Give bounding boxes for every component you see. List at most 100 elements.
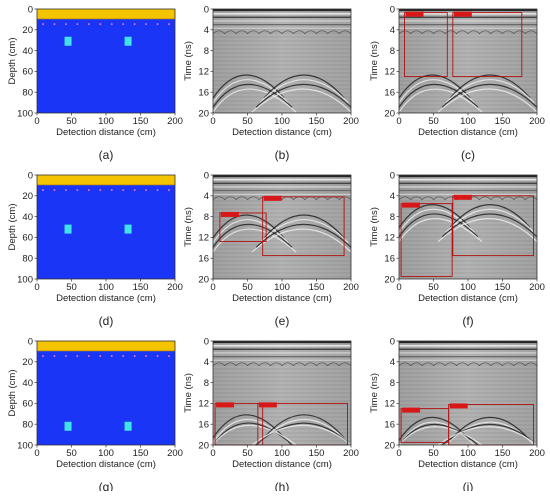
- target-block: [124, 36, 132, 46]
- rebar-dot: [53, 189, 56, 191]
- x-tick-label: 50: [242, 116, 253, 127]
- rebar-dot: [110, 355, 113, 357]
- rebar-dot: [76, 189, 79, 191]
- rebar-reflection: [513, 196, 526, 201]
- x-tick-label: 0: [210, 448, 215, 459]
- detection-box: [452, 12, 523, 78]
- y-axis-label: Time (ns): [369, 41, 380, 81]
- rebar-dot: [133, 189, 136, 191]
- y-tick-label: 40: [22, 46, 33, 57]
- y-tick-label: 20: [22, 357, 33, 368]
- y-tick-label: 4: [204, 357, 209, 368]
- y-tick-label: 0: [390, 170, 395, 181]
- y-tick-label: 100: [17, 440, 33, 451]
- rebar-reflection: [258, 362, 272, 367]
- soil-region: [37, 9, 175, 113]
- panel-radargram-2-b: 0 50 100 150 200 0 4 8 12 16 20 Detection distance …: [369, 336, 545, 470]
- rebar-reflection: [304, 30, 317, 35]
- rebar-dot: [145, 23, 147, 25]
- x-tick-label: 50: [66, 116, 77, 127]
- target-hyperbola: [259, 79, 349, 104]
- x-tick-label: 50: [242, 448, 253, 459]
- y-tick-label: 4: [390, 357, 395, 368]
- y-tick-label: 12: [198, 67, 209, 78]
- x-tick-label: 0: [396, 116, 401, 127]
- y-tick-label: 20: [22, 25, 33, 36]
- rebar-reflection: [478, 196, 492, 201]
- rebar-reflection: [524, 196, 538, 201]
- rebar-reflection: [212, 196, 226, 201]
- rebar-reflection: [444, 362, 458, 367]
- x-tick-label: 200: [167, 448, 183, 459]
- x-tick-label: 50: [428, 448, 439, 459]
- x-tick-label: 150: [133, 448, 149, 459]
- target-hyperbola: [212, 88, 297, 113]
- rebar-dot: [110, 23, 113, 25]
- y-tick-label: 0: [204, 4, 209, 15]
- x-axis-label: Detection distance (cm): [56, 459, 156, 470]
- rebar-dot: [156, 355, 159, 357]
- air-layer: [37, 9, 175, 19]
- y-tick-label: 0: [28, 4, 33, 15]
- x-tick-label: 150: [133, 116, 149, 127]
- rebar-reflection: [398, 30, 412, 35]
- x-tick-label: 50: [66, 448, 77, 459]
- panel-radargram-2-a: 0 50 100 150 200 0 4 8 12 16 20 Detection distance …: [183, 336, 359, 470]
- x-axis-label: Detection distance (cm): [232, 459, 332, 470]
- rebar-dot: [53, 23, 56, 25]
- rebar-reflection: [224, 362, 237, 367]
- x-axis-label: Detection distance (cm): [232, 293, 332, 304]
- y-tick-label: 40: [22, 212, 33, 223]
- y-tick-label: 12: [198, 399, 209, 410]
- y-tick-label: 4: [390, 25, 395, 36]
- rebar-reflection: [224, 30, 237, 35]
- rebar-reflection: [247, 30, 260, 35]
- rebar-dot: [145, 355, 147, 357]
- target-hyperbola: [445, 79, 535, 104]
- x-tick-label: 150: [309, 282, 325, 293]
- rebar-reflection: [212, 30, 226, 35]
- rebar-dot: [145, 189, 147, 191]
- detection-label-tag: [263, 195, 282, 201]
- rebar-dot: [122, 355, 125, 357]
- y-tick-label: 16: [384, 88, 395, 99]
- x-tick-label: 100: [460, 282, 476, 293]
- y-tick-label: 40: [22, 378, 33, 389]
- y-tick-label: 8: [204, 212, 209, 223]
- rebar-reflection: [501, 362, 515, 367]
- x-tick-label: 100: [274, 116, 290, 127]
- rebar-dot: [76, 355, 79, 357]
- target-hyperbola: [251, 228, 352, 253]
- panel-radargram-0-a: 0 50 100 150 200 0 4 8 12 16 20 Detection distance …: [183, 4, 359, 138]
- target-hyperbola: [212, 424, 297, 446]
- rebar-dot: [156, 23, 159, 25]
- rebar-reflection: [444, 30, 458, 35]
- rebar-reflection: [315, 362, 329, 367]
- y-tick-label: 100: [17, 274, 33, 285]
- rebar-reflection: [247, 362, 260, 367]
- x-tick-label: 150: [495, 448, 511, 459]
- y-tick-label: 20: [384, 108, 395, 119]
- x-tick-label: 200: [529, 116, 545, 127]
- rebar-reflection: [292, 362, 306, 367]
- target-hyperbola: [398, 218, 483, 243]
- panel-caption: (c): [461, 148, 475, 162]
- rebar-dot: [76, 23, 79, 25]
- target-hyperbola: [263, 214, 345, 239]
- rebar-dot: [99, 355, 102, 357]
- x-tick-label: 0: [396, 282, 401, 293]
- rebar-dot: [87, 23, 90, 25]
- rebar-reflection: [235, 196, 249, 201]
- rebar-reflection: [467, 362, 481, 367]
- detection-label-tag: [402, 202, 421, 208]
- target-hyperbola: [251, 88, 352, 113]
- y-tick-label: 60: [22, 67, 33, 78]
- y-tick-label: 0: [390, 336, 395, 347]
- x-tick-label: 50: [66, 282, 77, 293]
- target-block: [64, 421, 72, 431]
- panel-caption: (a): [99, 148, 114, 162]
- x-tick-label: 200: [343, 448, 359, 459]
- y-tick-label: 16: [384, 420, 395, 431]
- x-tick-label: 100: [274, 448, 290, 459]
